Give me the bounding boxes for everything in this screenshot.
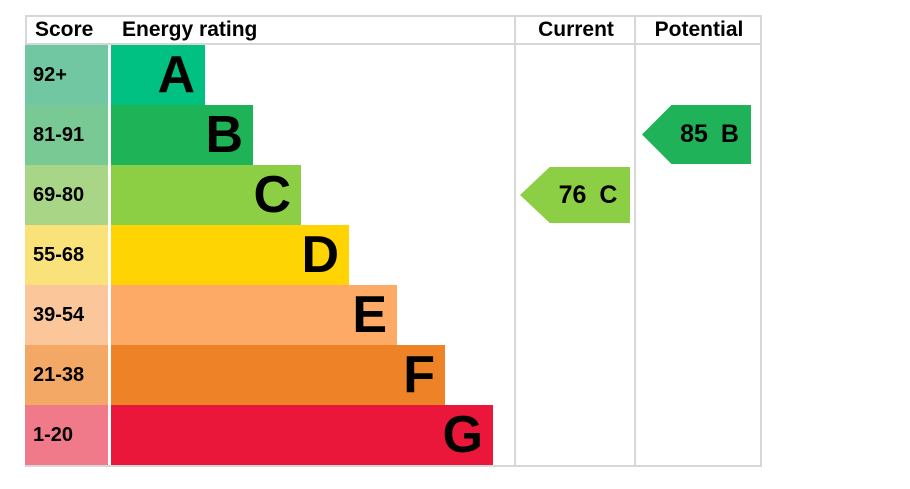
potential-rating-arrow: 85 B (642, 105, 751, 164)
band-row-b: 81-91 B (25, 105, 762, 165)
band-score-range-a: 92+ (25, 45, 108, 105)
header-potential: Potential (654, 18, 744, 41)
band-letter-f: F (403, 346, 435, 404)
header-score: Score (35, 18, 94, 41)
band-score-range-c: 69-80 (25, 165, 108, 225)
epc-header-row: Score Energy rating Current Potential (25, 15, 762, 45)
band-letter-a: A (157, 46, 195, 104)
epc-chart: Score Energy rating Current Potential 92… (25, 15, 762, 467)
band-bar-b: B (111, 105, 253, 165)
band-row-d: 55-68 D (25, 225, 762, 285)
band-letter-c: C (253, 166, 291, 224)
band-row-a: 92+ A (25, 45, 762, 105)
band-letter-e: E (352, 286, 387, 344)
epc-band-rows: 92+ A 81-91 B 69-80 C 55-68 (25, 45, 762, 465)
band-bar-d: D (111, 225, 349, 285)
header-energy-rating: Energy rating (122, 18, 258, 41)
band-bar-c: C (111, 165, 301, 225)
band-letter-g: G (442, 406, 483, 464)
band-score-range-e: 39-54 (25, 285, 108, 345)
divider-right-edge (760, 15, 762, 467)
divider-bottom-edge (25, 465, 762, 467)
current-rating-arrow: 76 C (520, 167, 630, 223)
band-row-g: 1-20 G (25, 405, 762, 465)
band-row-c: 69-80 C (25, 165, 762, 225)
divider-potential-column (634, 15, 636, 467)
current-rating-letter: C (599, 180, 618, 209)
band-letter-d: D (301, 226, 339, 284)
band-score-range-b: 81-91 (25, 105, 108, 165)
band-row-f: 21-38 F (25, 345, 762, 405)
divider-current-column (514, 15, 516, 467)
band-bar-g: G (111, 405, 493, 465)
potential-rating-letter: B (720, 120, 739, 148)
band-letter-b: B (205, 106, 243, 164)
potential-rating-value: 85 (680, 120, 708, 148)
band-bar-f: F (111, 345, 445, 405)
band-score-range-d: 55-68 (25, 225, 108, 285)
band-bar-a: A (111, 45, 205, 105)
header-current: Current (538, 18, 614, 41)
current-rating-value: 76 (558, 180, 587, 209)
band-score-range-g: 1-20 (25, 405, 108, 465)
band-bar-e: E (111, 285, 397, 345)
band-row-e: 39-54 E (25, 285, 762, 345)
band-score-range-f: 21-38 (25, 345, 108, 405)
